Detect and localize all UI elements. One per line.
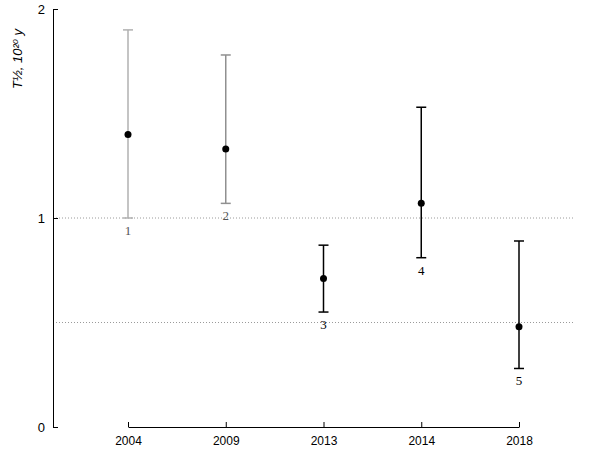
point-label: 5 (516, 373, 523, 388)
grid (53, 218, 575, 323)
y-tick-mark (53, 9, 58, 10)
x-axis-line (129, 427, 520, 428)
error-bar-cap-top (416, 106, 426, 108)
error-bar (123, 30, 133, 218)
point-label: 4 (418, 263, 425, 278)
grid-line (53, 218, 575, 219)
error-bar-cap-bottom (123, 217, 133, 219)
error-bar-stem (518, 241, 520, 368)
error-bar-cap-top (221, 54, 231, 56)
y-axis-title: T½, 10²⁰ y (10, 27, 25, 89)
error-bar-cap-top (123, 29, 133, 31)
y-tick-mark (53, 218, 58, 219)
x-tick-mark (226, 422, 227, 427)
plot: 0 1 2 2004 2009 2013 2014 2018 1 2 3 4 5 (38, 2, 575, 448)
error-bar (319, 245, 329, 312)
x-tick-label: 2009 (213, 434, 240, 448)
point (418, 200, 425, 207)
error-bar-cap-top (514, 240, 524, 242)
error-bar-cap-bottom (221, 203, 231, 205)
grid-line (53, 322, 575, 323)
y-tick: 2 (38, 2, 58, 17)
point-label: 1 (125, 223, 132, 238)
y-tick: 1 (38, 211, 58, 226)
x-tick: 2013 (311, 422, 338, 448)
point (125, 131, 132, 138)
point-label: 2 (223, 208, 230, 223)
error-bar-stem (421, 107, 423, 257)
x-tick-mark (324, 422, 325, 427)
x-tick-label: 2004 (115, 434, 142, 448)
marks (123, 30, 524, 369)
point-label: 3 (320, 317, 327, 332)
error-bar (514, 241, 524, 368)
x-tick: 2009 (213, 422, 240, 448)
error-bar-cap-top (319, 244, 329, 246)
error-bar (221, 55, 231, 203)
y-tick-label: 2 (38, 2, 45, 17)
x-tick-mark (519, 422, 520, 427)
error-bar (416, 107, 426, 257)
point (320, 275, 327, 282)
error-bar-stem (225, 55, 227, 203)
point (222, 146, 229, 153)
y-tick-label: 1 (38, 211, 45, 226)
y-axis: 0 1 2 (38, 2, 58, 435)
x-axis: 2004 2009 2013 2014 2018 (115, 422, 533, 448)
x-tick: 2014 (408, 422, 435, 448)
x-tick-mark (128, 422, 129, 427)
y-tick: 0 (38, 420, 58, 435)
x-tick: 2004 (115, 422, 142, 448)
x-tick: 2018 (506, 422, 533, 448)
point-labels: 1 2 3 4 5 (125, 208, 523, 388)
x-tick-mark (421, 422, 422, 427)
error-bar-stem (127, 30, 129, 218)
point (516, 323, 523, 330)
error-bar-cap-bottom (514, 368, 524, 370)
x-tick-label: 2013 (311, 434, 338, 448)
y-tick-mark (53, 427, 58, 428)
error-bar-cap-bottom (319, 311, 329, 313)
x-tick-label: 2014 (408, 434, 435, 448)
chart: 0 1 2 2004 2009 2013 2014 2018 1 2 3 4 5 T½, 10²⁰ y (0, 0, 590, 472)
x-tick-label: 2018 (506, 434, 533, 448)
error-bar-cap-bottom (416, 257, 426, 259)
y-tick-label: 0 (38, 420, 45, 435)
